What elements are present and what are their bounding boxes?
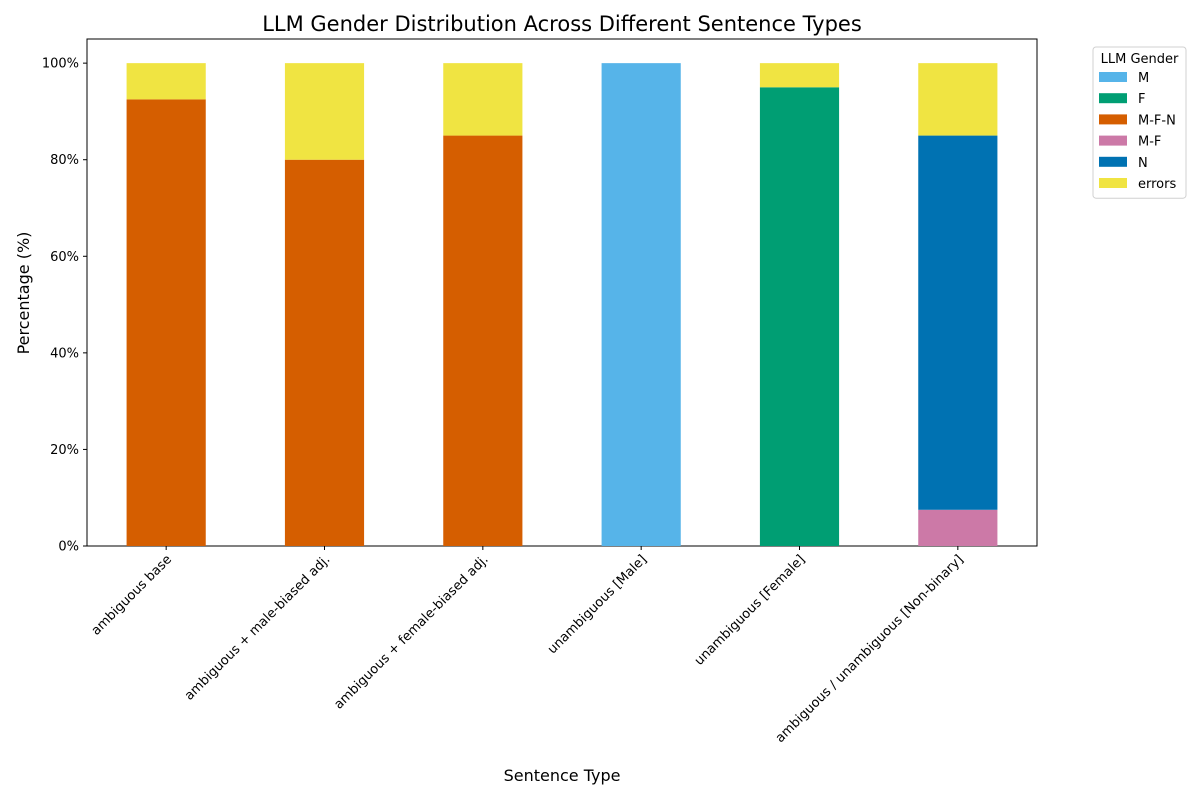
bar-segment: [284, 63, 365, 160]
plot-area: [86, 38, 1038, 547]
bar-segment: [443, 135, 523, 547]
legend-swatch: [1099, 135, 1127, 146]
legend-swatch: [1099, 72, 1127, 82]
x-tick-label: ambiguous / unambiguous [Non-binary]: [773, 552, 967, 746]
y-tick-label: 60%: [50, 250, 79, 265]
y-tick-label: 20%: [50, 443, 79, 458]
bar-segment: [126, 99, 206, 546]
bars: [126, 63, 998, 547]
bar-segment: [759, 63, 840, 88]
legend-entry: M: [1138, 71, 1149, 86]
x-tick-label: ambiguous + female-biased adj.: [331, 552, 491, 712]
bar-segment: [126, 63, 206, 100]
plot-frame: [86, 38, 1038, 547]
bar-segment: [443, 63, 523, 136]
legend-entry: M-F-N: [1138, 113, 1176, 128]
y-axis-label: Percentage (%): [14, 232, 33, 355]
chart-title: LLM Gender Distribution Across Different…: [262, 12, 862, 36]
y-tick-label: 100%: [42, 57, 79, 72]
bar-segment: [918, 509, 998, 546]
y-tick-label: 80%: [50, 153, 79, 168]
legend-swatch: [1099, 178, 1127, 188]
legend-swatch: [1099, 114, 1127, 125]
legend-entry: F: [1138, 92, 1145, 107]
y-axis: 0% 20% 40% 60% 80% 100%: [42, 57, 87, 555]
bar-segment: [759, 87, 840, 547]
bar-segment: [918, 63, 998, 136]
legend-swatch: [1099, 93, 1127, 104]
x-tick-label: unambiguous [Male]: [545, 552, 650, 657]
legend-swatch: [1099, 156, 1127, 167]
legend-entry: M-F: [1138, 135, 1161, 150]
x-tick-label: ambiguous + male-biased adj.: [182, 552, 333, 703]
x-tick-label: unambiguous [Female]: [692, 552, 808, 668]
bar-segment: [284, 159, 365, 546]
legend-title: LLM Gender: [1101, 52, 1179, 67]
y-tick-label: 0%: [58, 540, 79, 555]
bar-segment: [918, 135, 998, 510]
x-axis: ambiguous base ambiguous + male-biased ad…: [89, 546, 967, 746]
legend-entry: errors: [1138, 177, 1176, 192]
y-tick-label: 40%: [50, 346, 79, 361]
bar-segment: [601, 63, 681, 547]
x-tick-label: ambiguous base: [89, 552, 175, 638]
legend-entry: N: [1138, 156, 1148, 171]
x-axis-label: Sentence Type: [504, 766, 621, 785]
